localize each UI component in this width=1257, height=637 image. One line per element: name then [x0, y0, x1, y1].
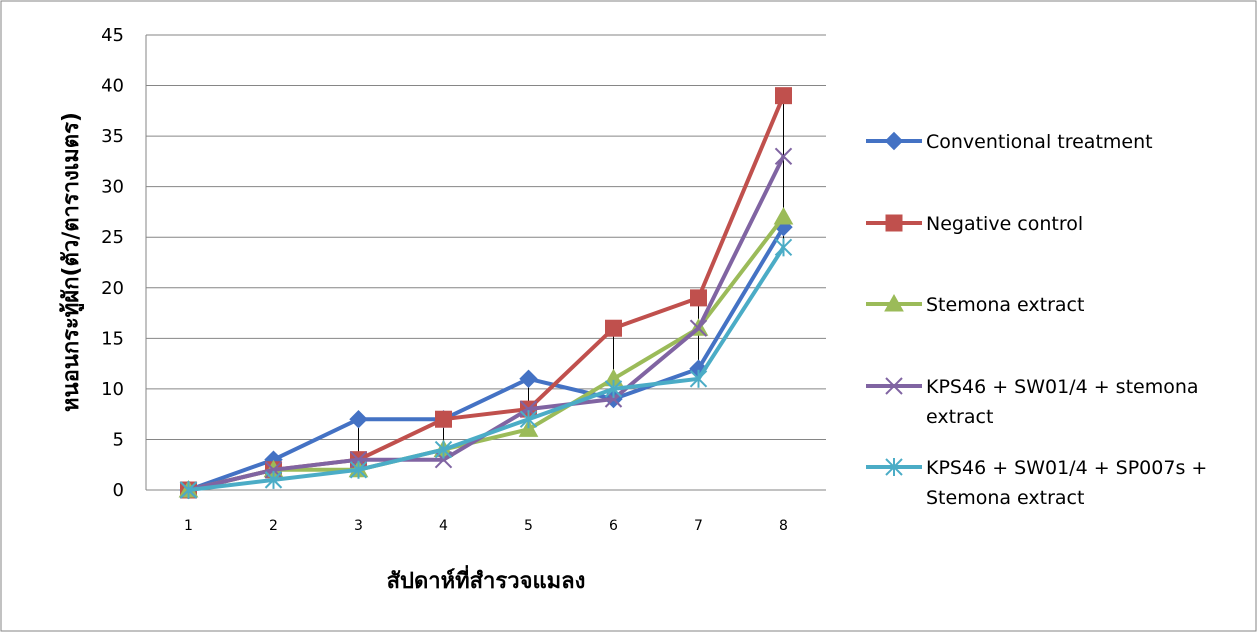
series-5 — [179, 238, 793, 499]
y-tick-label: 45 — [101, 25, 124, 46]
y-tick-label: 5 — [113, 429, 124, 450]
x-tick-label: 8 — [779, 518, 788, 534]
legend: Conventional treatment Negative control St… — [866, 131, 1207, 509]
marker-x — [774, 147, 793, 166]
marker-diamond — [884, 131, 904, 151]
marker-triangle — [884, 293, 904, 312]
marker-x-stroke — [885, 377, 903, 395]
x-axis-ticks: 1 2 3 4 5 6 7 8 — [184, 518, 788, 534]
marker-asterisk — [689, 369, 708, 388]
legend-label: Stemona extract — [926, 487, 1084, 509]
y-tick-label: 15 — [101, 328, 124, 349]
legend-label: KPS46 + SW01/4 + SP007s + — [926, 457, 1207, 479]
legend-label: extract — [926, 406, 993, 428]
marker-square — [885, 214, 903, 232]
y-tick-label: 30 — [101, 177, 124, 198]
y-tick-label: 0 — [113, 480, 124, 501]
marker-asterisk — [349, 460, 368, 479]
y-tick-label: 40 — [101, 76, 124, 97]
legend-label: Conventional treatment — [926, 131, 1153, 153]
legend-entry: Negative control — [866, 213, 1083, 235]
marker-square — [690, 289, 707, 307]
y-tick-label: 25 — [101, 227, 124, 248]
marker-x-stroke — [689, 319, 708, 337]
series-line — [188, 246, 786, 492]
x-tick-label: 7 — [694, 518, 703, 534]
marker-asterisk — [519, 410, 538, 429]
y-tick-label: 10 — [101, 379, 124, 400]
marker-x-stroke — [774, 147, 793, 166]
x-tick-label: 3 — [354, 518, 363, 534]
marker-asterisk — [774, 238, 793, 257]
legend-entry: Stemona extract — [866, 293, 1084, 316]
y-axis-title: หนอนกระทู้ผัก(ตัว/ตารางเมตร) — [59, 112, 85, 412]
series-group — [178, 87, 794, 500]
x-tick-label: 2 — [269, 518, 278, 534]
marker-x — [689, 319, 708, 337]
x-axis-title: สัปดาห์ที่สำรวจแมลง — [387, 564, 586, 594]
y-tick-label: 20 — [101, 278, 124, 299]
x-tick-label: 6 — [609, 518, 618, 534]
marker-square — [605, 319, 622, 337]
marker-triangle — [518, 419, 539, 437]
marker-diamond — [519, 369, 538, 388]
x-tick-label: 1 — [184, 518, 193, 534]
y-tick-label: 35 — [101, 126, 124, 147]
marker-square — [435, 410, 452, 428]
marker-asterisk — [604, 379, 623, 398]
gridlines — [145, 34, 826, 491]
marker-diamond — [349, 410, 368, 429]
x-tick-label: 4 — [439, 518, 448, 534]
x-tick-label: 5 — [524, 518, 533, 534]
legend-label: Stemona extract — [926, 294, 1084, 316]
marker-asterisk — [434, 440, 453, 459]
marker-triangle — [773, 206, 794, 225]
legend-label: Negative control — [926, 213, 1083, 235]
marker-asterisk — [264, 470, 283, 489]
marker-asterisk — [179, 481, 198, 499]
marker-square — [775, 87, 792, 105]
y-axis-ticks: 0 5 10 15 20 25 30 35 40 45 — [101, 25, 124, 501]
marker-asterisk — [885, 458, 903, 476]
legend-entry: Conventional treatment — [866, 131, 1153, 153]
marker-x — [885, 377, 903, 395]
legend-entry: KPS46 + SW01/4 + stemona extract — [866, 376, 1199, 428]
legend-label: KPS46 + SW01/4 + stemona — [926, 376, 1199, 398]
series-line — [187, 226, 786, 492]
legend-entry: KPS46 + SW01/4 + SP007s + Stemona extract — [866, 457, 1207, 509]
